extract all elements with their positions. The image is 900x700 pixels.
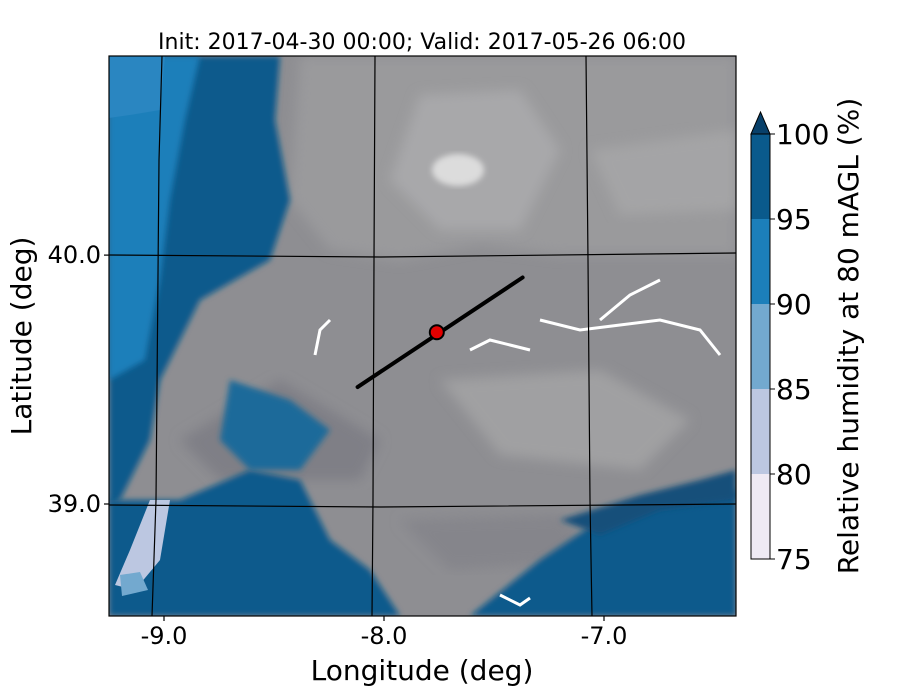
x-tick-label: -9.0 — [141, 622, 188, 650]
chart-title: Init: 2017-04-30 00:00; Valid: 2017-05-2… — [158, 30, 686, 55]
colorbar-tick-label: 100 — [776, 118, 829, 151]
plot-frame — [108, 55, 737, 617]
y-axis-label: Latitude (deg) — [5, 237, 38, 436]
y-tick-label: 39.0 — [48, 490, 101, 518]
colorbar-tick-label: 95 — [776, 203, 812, 236]
colorbar-tick-label: 90 — [776, 288, 812, 321]
colorbar-frame — [750, 133, 771, 560]
y-axis-ticks: 39.0 40.0 — [48, 241, 109, 518]
humidity-fill — [109, 56, 736, 616]
colorbar-label: Relative humidity at 80 mAGL (%) — [832, 98, 865, 575]
x-tick-label: -7.0 — [581, 622, 628, 650]
colorbar-segment — [751, 389, 770, 474]
location-marker — [428, 324, 445, 341]
colorbar-segment — [751, 474, 770, 559]
colorbar-segment — [751, 134, 770, 219]
river-lines — [313, 278, 722, 607]
colorbar-tick-label: 80 — [776, 458, 812, 491]
colorbar-tick-label: 75 — [776, 543, 812, 576]
graticule — [109, 56, 736, 616]
x-axis-ticks: -9.0 -8.0 -7.0 — [141, 616, 628, 650]
colorbar: 75 80 85 90 95 100 — [750, 110, 829, 576]
map-plot-area — [109, 56, 736, 616]
x-tick-label: -8.0 — [361, 622, 408, 650]
x-axis-label: Longitude (deg) — [311, 654, 534, 687]
colorbar-segment — [751, 219, 770, 304]
colorbar-tick-label: 85 — [776, 373, 812, 406]
colorbar-extend-arrow — [750, 110, 771, 135]
colorbar-segment — [751, 304, 770, 389]
y-tick-label: 40.0 — [48, 241, 101, 269]
